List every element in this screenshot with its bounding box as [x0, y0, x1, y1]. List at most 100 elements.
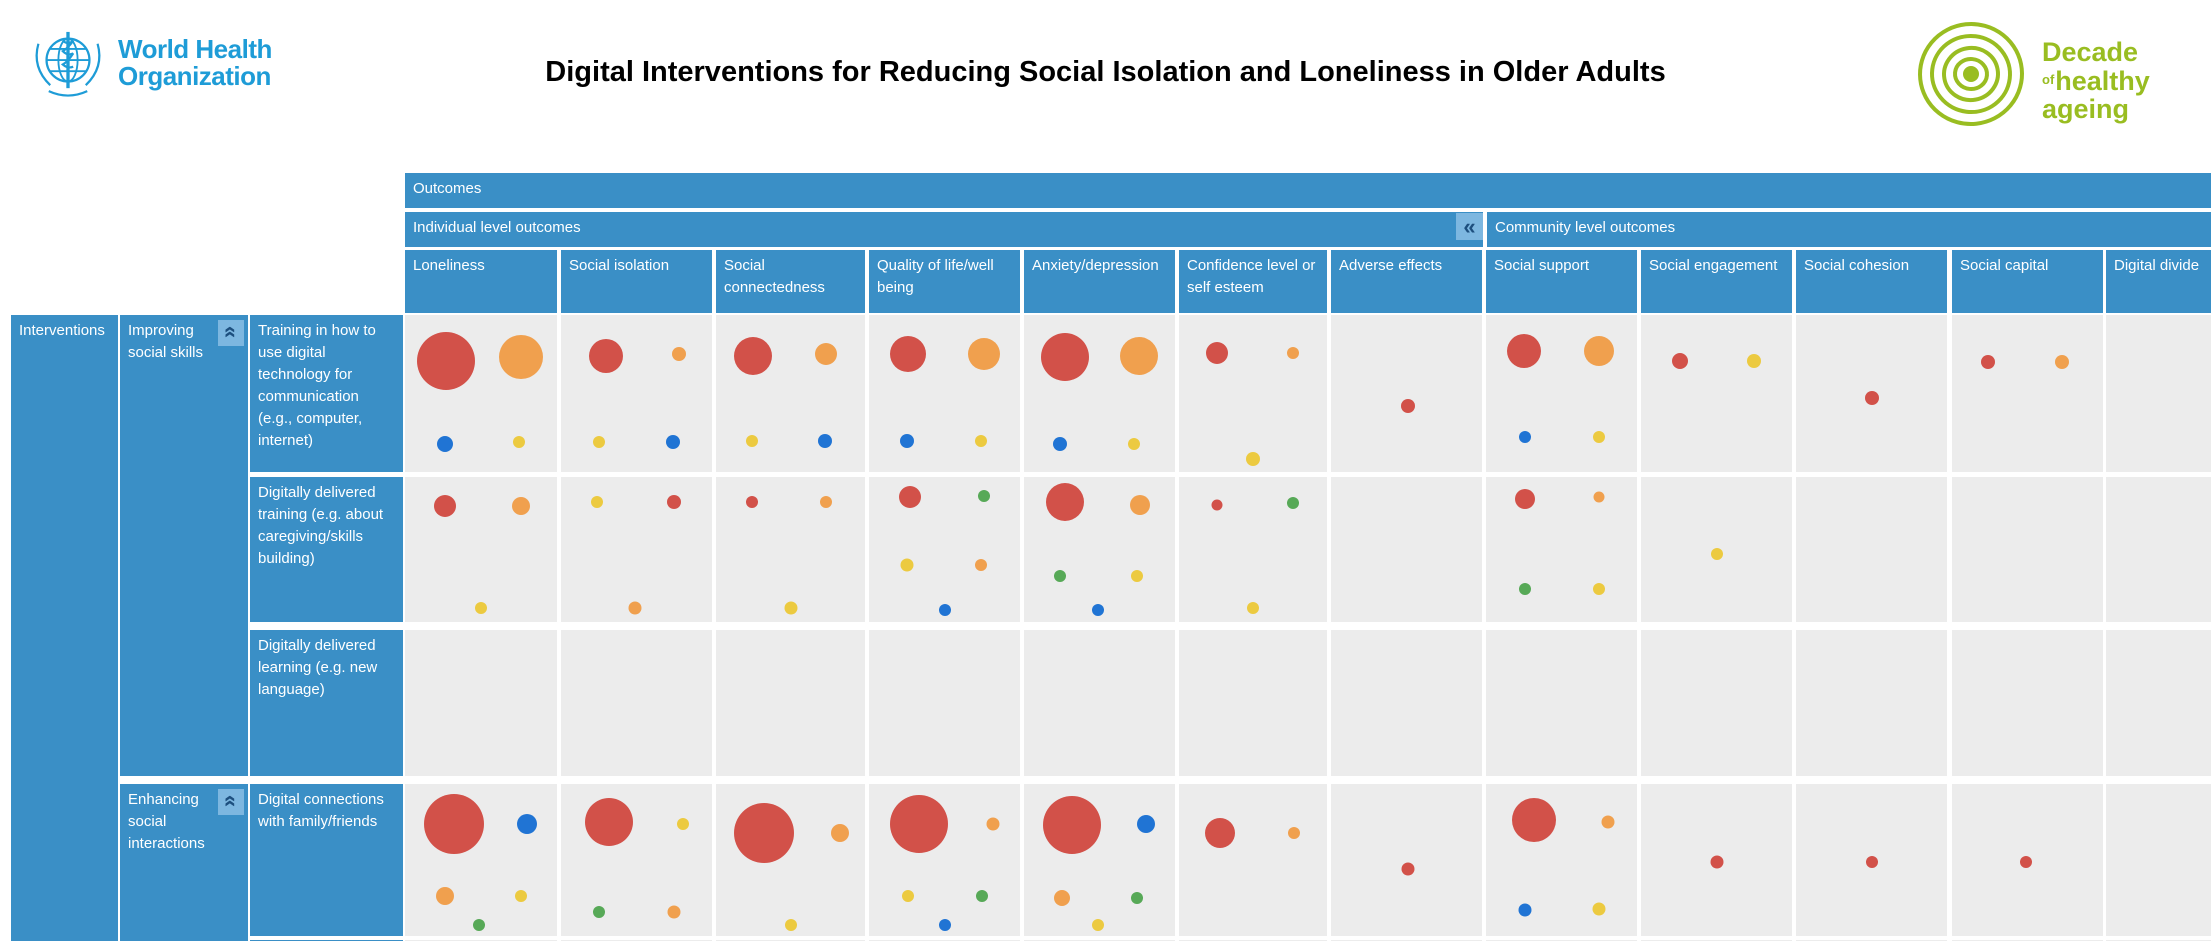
- bubble-yellow[interactable]: [677, 817, 690, 830]
- bubble-green[interactable]: [1286, 497, 1299, 510]
- bubble-yellow[interactable]: [1131, 569, 1144, 582]
- bubble-red[interactable]: [734, 336, 773, 375]
- bubble-yellow[interactable]: [1247, 601, 1259, 614]
- bubble-red[interactable]: [417, 331, 476, 390]
- bubble-red[interactable]: [1506, 334, 1541, 369]
- bubble-blue[interactable]: [665, 435, 680, 450]
- column-header-social_capital: Social capital: [1952, 250, 2103, 313]
- bubble-yellow[interactable]: [514, 890, 527, 903]
- bubble-blue[interactable]: [1137, 814, 1156, 833]
- bubble-orange[interactable]: [1130, 494, 1151, 515]
- bubble-orange[interactable]: [667, 905, 681, 919]
- bubble-yellow[interactable]: [1128, 437, 1141, 450]
- bubble-orange[interactable]: [820, 495, 833, 508]
- bubble-red[interactable]: [589, 338, 624, 373]
- bubble-orange[interactable]: [671, 347, 686, 362]
- bubble-orange[interactable]: [1053, 890, 1070, 906]
- bubble-blue[interactable]: [938, 919, 951, 932]
- bubble-red[interactable]: [1206, 341, 1229, 364]
- bubble-orange[interactable]: [1601, 815, 1615, 829]
- bubble-yellow[interactable]: [784, 601, 797, 614]
- bubble-yellow[interactable]: [513, 436, 525, 449]
- bubble-red[interactable]: [1710, 855, 1723, 869]
- bubble-orange[interactable]: [511, 497, 530, 515]
- bubble-red[interactable]: [667, 494, 682, 509]
- matrix-cell-r2-quality_of_life: [869, 477, 1020, 622]
- bubble-yellow[interactable]: [475, 601, 487, 614]
- bubble-red[interactable]: [890, 336, 927, 373]
- bubble-red[interactable]: [1864, 391, 1879, 406]
- bubble-green[interactable]: [1519, 582, 1532, 595]
- bubble-yellow[interactable]: [1747, 353, 1762, 368]
- bubble-orange[interactable]: [986, 817, 1000, 831]
- bubble-green[interactable]: [976, 890, 989, 903]
- bubble-yellow[interactable]: [784, 919, 797, 932]
- collapse-category-button[interactable]: «: [218, 320, 244, 346]
- bubble-orange[interactable]: [1593, 491, 1605, 503]
- bubble-red[interactable]: [1401, 862, 1415, 876]
- bubble-red[interactable]: [1512, 798, 1557, 843]
- bubble-yellow[interactable]: [902, 890, 915, 903]
- bubble-green[interactable]: [977, 489, 990, 502]
- bubble-orange[interactable]: [1584, 336, 1615, 367]
- column-header-anxiety_depression: Anxiety/depression: [1024, 250, 1175, 313]
- bubble-red[interactable]: [1672, 352, 1689, 369]
- bubble-yellow[interactable]: [1592, 902, 1606, 916]
- bubble-orange[interactable]: [967, 338, 1000, 371]
- bubble-orange[interactable]: [435, 887, 454, 906]
- bubble-red[interactable]: [1205, 817, 1236, 848]
- bubble-orange[interactable]: [1286, 346, 1299, 359]
- bubble-blue[interactable]: [516, 813, 537, 834]
- bubble-yellow[interactable]: [1091, 919, 1104, 932]
- bubble-yellow[interactable]: [591, 495, 604, 508]
- bubble-red[interactable]: [585, 798, 634, 846]
- bubble-red[interactable]: [1040, 333, 1089, 382]
- bubble-blue[interactable]: [1091, 604, 1104, 617]
- bubble-orange[interactable]: [830, 823, 849, 842]
- bubble-red[interactable]: [1865, 855, 1878, 868]
- bubble-blue[interactable]: [1519, 431, 1532, 444]
- bubble-blue[interactable]: [1053, 436, 1068, 451]
- bubble-red[interactable]: [733, 802, 794, 863]
- bubble-yellow[interactable]: [1710, 547, 1723, 560]
- bubble-red[interactable]: [1401, 399, 1415, 414]
- bubble-red[interactable]: [433, 495, 456, 517]
- bubble-red[interactable]: [889, 794, 948, 853]
- column-header-social_connectedness: Social connectedness: [716, 250, 865, 313]
- bubble-yellow[interactable]: [592, 436, 605, 449]
- bubble-yellow[interactable]: [900, 558, 914, 572]
- bubble-red[interactable]: [1043, 796, 1102, 855]
- bubble-red[interactable]: [1045, 482, 1084, 521]
- bubble-yellow[interactable]: [745, 434, 758, 447]
- bubble-red[interactable]: [898, 486, 921, 509]
- bubble-red[interactable]: [1515, 488, 1536, 509]
- bubble-orange[interactable]: [628, 601, 642, 614]
- bubble-yellow[interactable]: [1593, 582, 1606, 595]
- bubble-blue[interactable]: [436, 435, 453, 452]
- bubble-red[interactable]: [423, 793, 484, 854]
- bubble-yellow[interactable]: [1246, 452, 1260, 467]
- bubble-orange[interactable]: [498, 335, 543, 380]
- bubble-orange[interactable]: [974, 559, 987, 572]
- bubble-orange[interactable]: [1288, 826, 1301, 839]
- collapse-category-button[interactable]: «: [218, 789, 244, 815]
- bubble-orange[interactable]: [2055, 355, 2070, 370]
- bubble-blue[interactable]: [938, 604, 951, 617]
- bubble-blue[interactable]: [899, 433, 914, 448]
- bubble-red[interactable]: [2019, 855, 2032, 868]
- collapse-individual-outcomes-button[interactable]: «: [1456, 213, 1483, 240]
- bubble-blue[interactable]: [1518, 903, 1532, 917]
- bubble-orange[interactable]: [1119, 336, 1158, 375]
- bubble-red[interactable]: [1211, 499, 1223, 511]
- decade-healthy-ageing-logo: Decade ofhealthy ageing: [1916, 20, 2150, 133]
- bubble-green[interactable]: [1054, 569, 1067, 582]
- bubble-yellow[interactable]: [1593, 431, 1606, 444]
- bubble-yellow[interactable]: [974, 434, 987, 447]
- bubble-orange[interactable]: [815, 343, 838, 366]
- bubble-red[interactable]: [745, 495, 758, 508]
- bubble-blue[interactable]: [817, 433, 832, 448]
- bubble-red[interactable]: [1981, 355, 1996, 370]
- bubble-green[interactable]: [592, 905, 605, 918]
- bubble-green[interactable]: [473, 919, 486, 932]
- bubble-green[interactable]: [1131, 892, 1144, 904]
